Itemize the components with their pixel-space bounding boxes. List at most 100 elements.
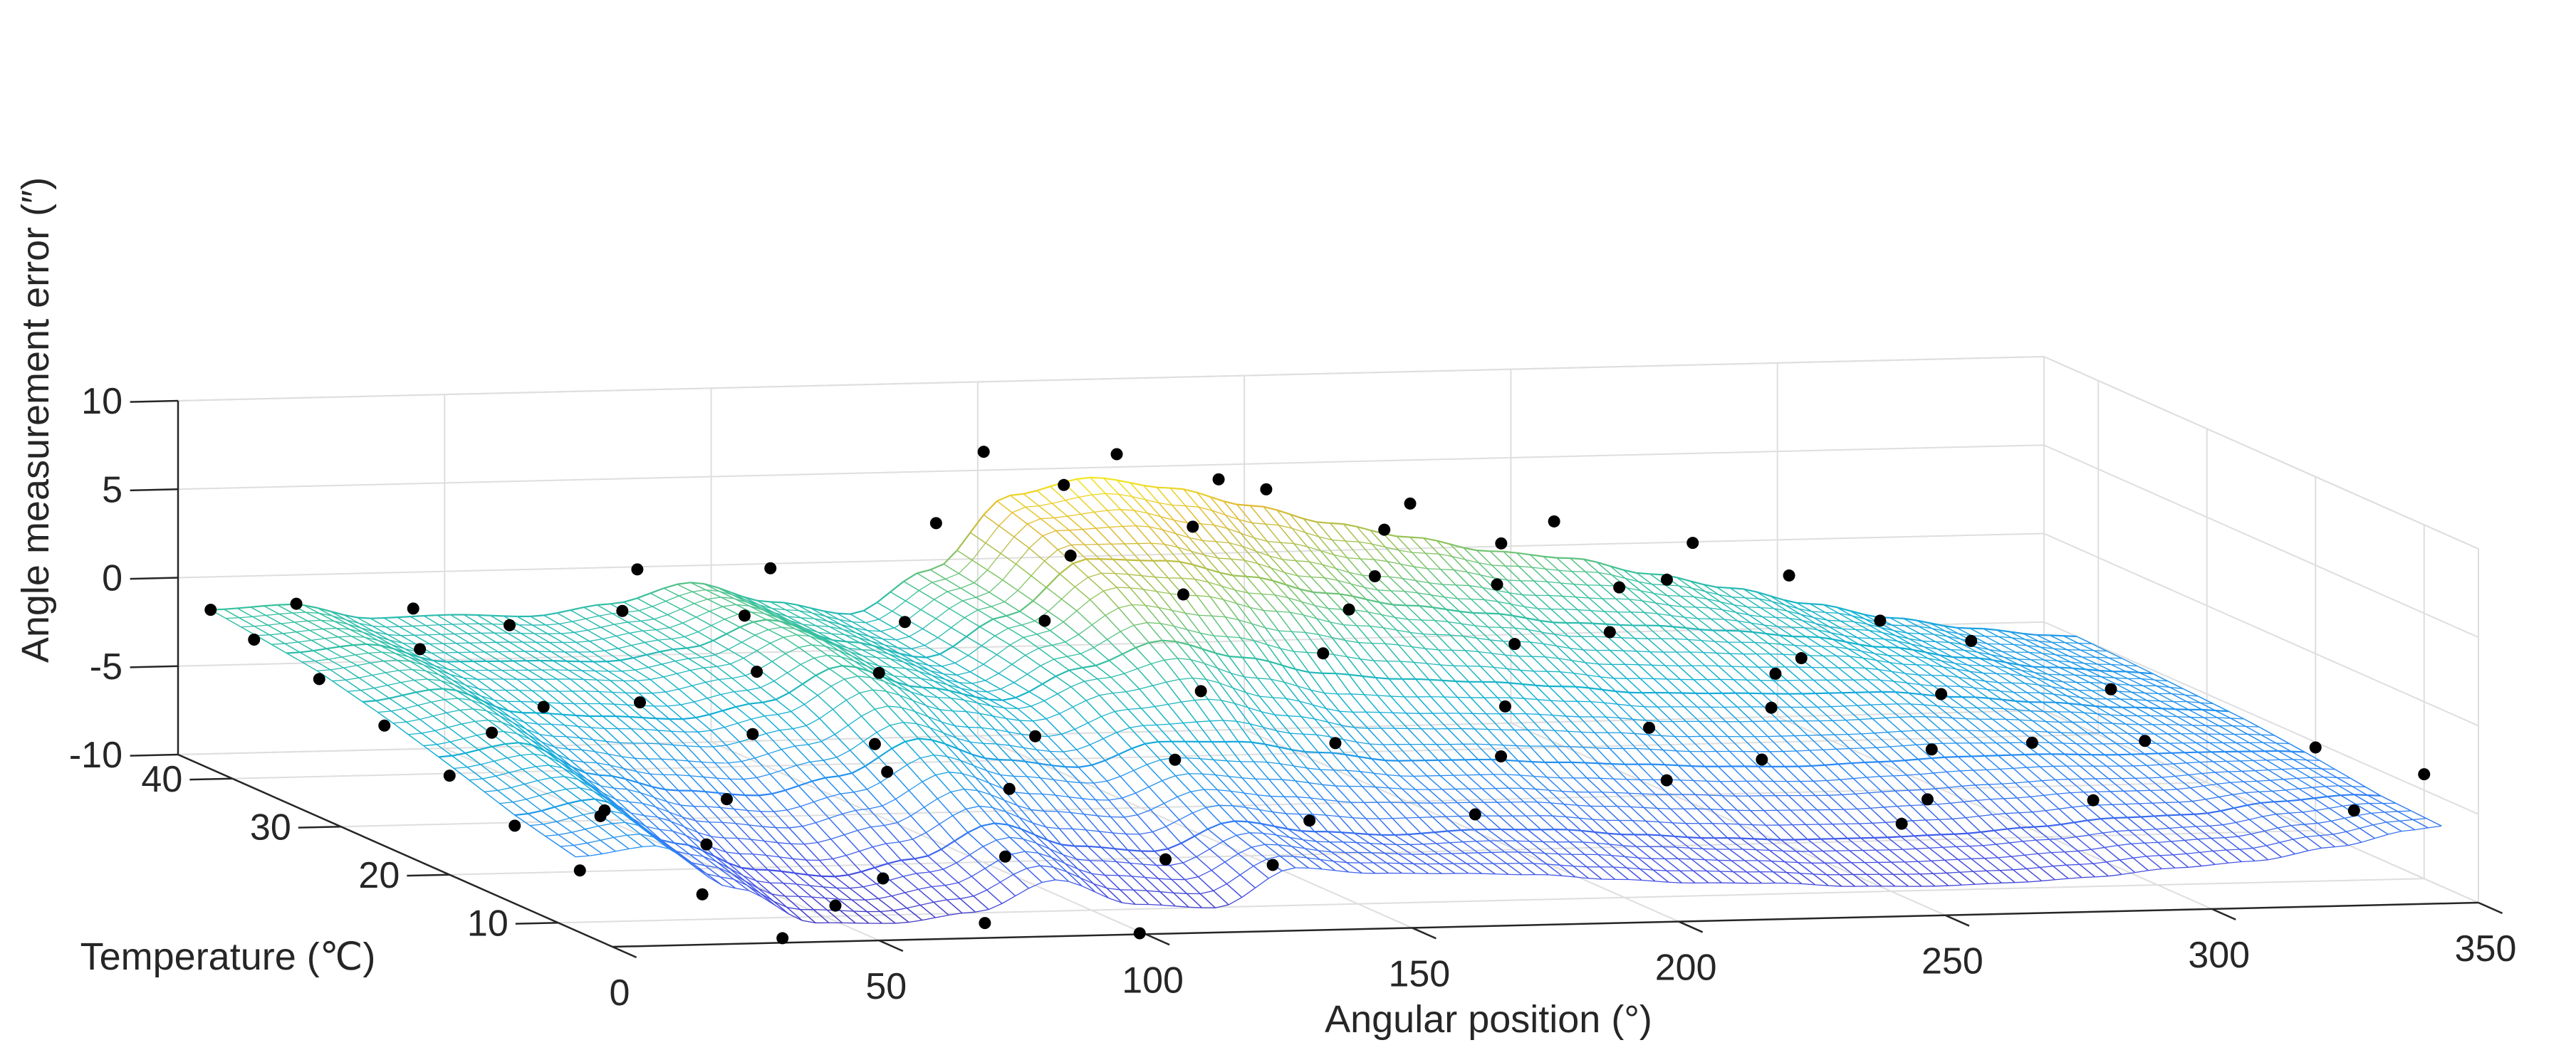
surface-mesh-line [1425, 648, 1439, 651]
surface-mesh-line [375, 700, 392, 712]
surface-mesh-line [1722, 609, 1736, 613]
surface-mesh-line [1295, 780, 1309, 784]
surface-mesh-line [1897, 641, 1912, 645]
surface-mesh-line [925, 824, 940, 834]
surface-mesh-line [773, 612, 790, 621]
surface-mesh-line [1954, 663, 1968, 666]
surface-mesh-line [256, 634, 270, 636]
surface-mesh-line [613, 834, 627, 839]
surface-mesh-line [1118, 604, 1132, 609]
surface-mesh-line [1184, 741, 1201, 760]
surface-mesh-line [1196, 491, 1211, 498]
surface-mesh-line [979, 713, 994, 717]
surface-mesh-line [1891, 760, 1905, 762]
surface-mesh-line [834, 874, 848, 878]
surface-mesh-line [803, 624, 816, 626]
surface-mesh-line [1952, 656, 1966, 658]
surface-mesh-line [383, 616, 397, 619]
surface-mesh-line [794, 744, 808, 747]
surface-mesh-line [697, 730, 711, 733]
surface-mesh-line [1695, 794, 1709, 796]
surface-mesh-line [1686, 627, 1700, 631]
surface-mesh-line [1213, 883, 1227, 891]
surface-mesh-line [543, 746, 559, 760]
surface-mesh-line [644, 729, 660, 745]
surface-mesh-line [414, 634, 430, 645]
surface-mesh-line [1605, 716, 1620, 719]
surface-mesh-line [2081, 876, 2095, 878]
surface-mesh-line [908, 781, 923, 791]
surface-mesh-line [562, 767, 578, 780]
gridline-back-z [177, 532, 2045, 579]
surface-mesh-line [1313, 591, 1327, 594]
surface-mesh-line [1990, 707, 2004, 710]
surface-mesh-line [1073, 558, 1087, 565]
surface-mesh-line [929, 871, 946, 886]
surface-mesh-line [585, 615, 600, 619]
surface-mesh-line [830, 633, 847, 643]
surface-mesh-line [1299, 700, 1313, 705]
surface-mesh-line [1215, 775, 1231, 792]
surface-mesh-line [796, 761, 810, 766]
surface-mesh-line [994, 627, 1009, 636]
surface-mesh-line [773, 901, 790, 915]
surface-mesh-line [934, 681, 948, 686]
surface-mesh-line [880, 627, 895, 632]
surface-mesh-line [640, 619, 655, 622]
surface-mesh-line [625, 778, 640, 784]
surface-mesh-line [910, 807, 924, 817]
surface-mesh-line [676, 851, 692, 864]
surface-mesh-line [726, 626, 741, 635]
surface-mesh-line [667, 801, 681, 806]
surface-mesh-line [431, 699, 445, 703]
surface-mesh-line [226, 617, 239, 619]
surface-mesh-line [1104, 874, 1121, 891]
surface-mesh-line [2278, 824, 2292, 829]
surface-mesh-line [309, 629, 325, 639]
surface-mesh-line [478, 749, 494, 762]
surface-mesh-line [2065, 688, 2079, 691]
surface-mesh-line [741, 866, 755, 871]
surface-mesh-line [939, 709, 954, 712]
surface-mesh-line [419, 656, 436, 667]
surface-mesh-line [2205, 796, 2219, 800]
surface-mesh-line [2048, 731, 2061, 733]
surface-mesh-line [772, 608, 788, 617]
surface-mesh-line [2053, 864, 2067, 867]
surface-mesh-line [1130, 587, 1144, 590]
surface-mesh-line [808, 632, 824, 641]
surface-mesh-line [2013, 644, 2028, 646]
surface-mesh-line [583, 761, 600, 776]
surface-mesh-line [848, 871, 862, 876]
surface-mesh-line [1175, 906, 1189, 908]
surface-mesh-line [781, 871, 797, 885]
surface-mesh-line [507, 700, 523, 713]
surface-mesh-line [509, 641, 526, 652]
surface-mesh-line [969, 741, 986, 759]
surface-mesh-line [449, 738, 464, 742]
surface-mesh-line [1042, 683, 1058, 695]
surface-mesh-line [2053, 648, 2067, 651]
surface-mesh-line [743, 650, 758, 659]
surface-mesh-line [2354, 794, 2368, 797]
surface-mesh-line [857, 676, 874, 691]
surface-mesh-line [1382, 844, 1397, 846]
surface-mesh-line [836, 612, 853, 623]
surface-mesh-line [768, 629, 784, 638]
surface-mesh-line [728, 641, 742, 650]
surface-mesh-line [801, 617, 815, 619]
surface-mesh-line [1245, 807, 1262, 824]
surface-mesh-line [802, 822, 816, 827]
surface-mesh-line [1431, 594, 1445, 598]
surface-mesh-line [1171, 741, 1188, 759]
surface-mesh-line [1080, 782, 1096, 801]
surface-mesh-line [1444, 597, 1458, 599]
surface-mesh-line [610, 765, 624, 770]
surface-mesh-line [1850, 656, 1864, 659]
surface-mesh-line [890, 725, 906, 742]
surface-mesh-line [958, 572, 975, 584]
surface-mesh-line [1929, 846, 1943, 849]
surface-mesh-line [1236, 834, 1252, 848]
surface-mesh-line [1023, 634, 1037, 639]
surface-mesh-line [1785, 604, 1799, 609]
